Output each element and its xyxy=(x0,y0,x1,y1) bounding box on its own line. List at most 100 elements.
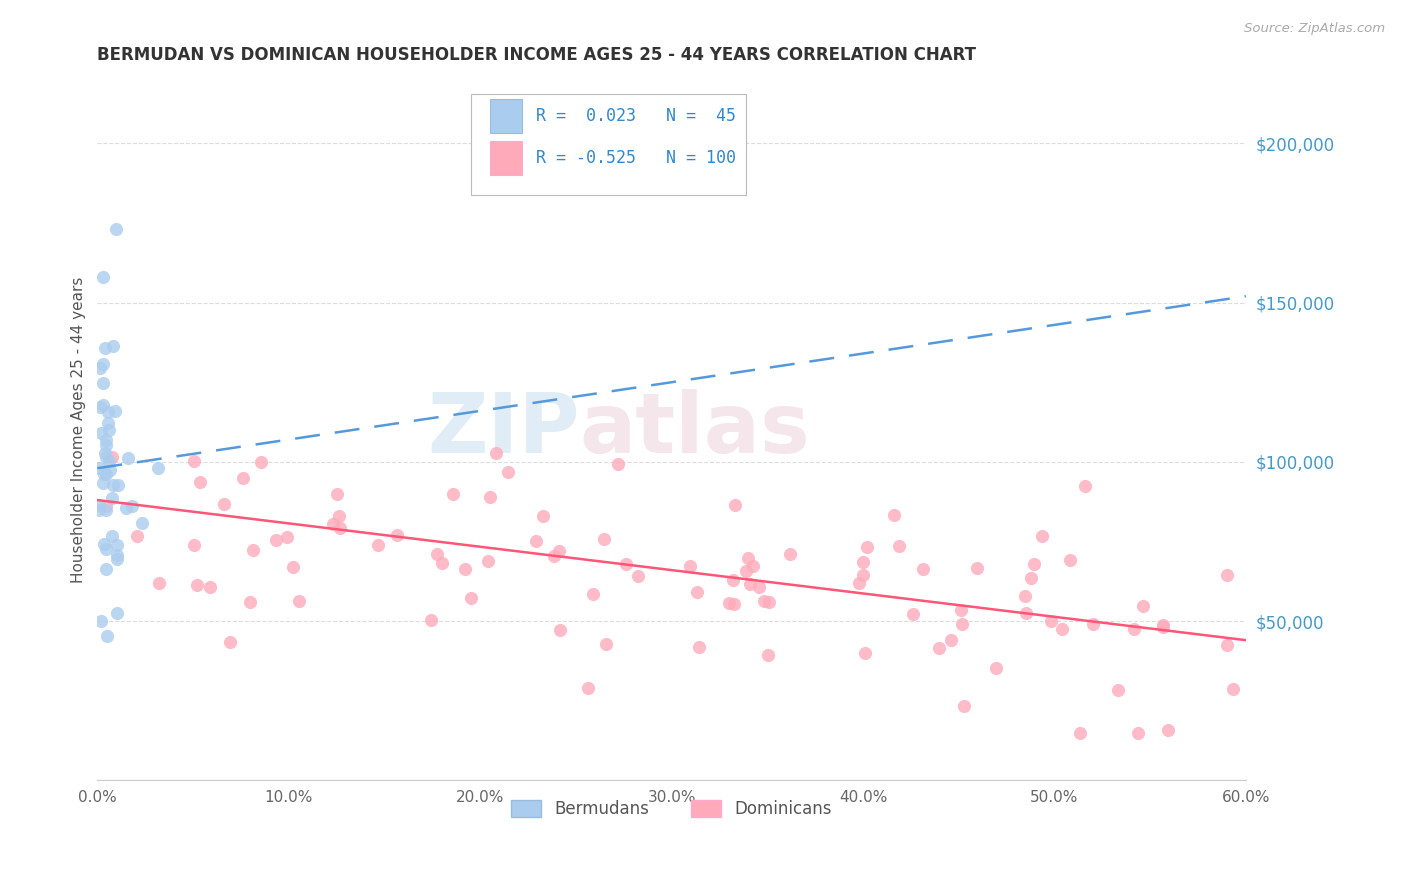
Point xyxy=(94,438,117,452)
Point xyxy=(91,376,114,390)
Point xyxy=(93,467,115,481)
Point xyxy=(322,517,344,532)
Point xyxy=(737,550,759,565)
Point xyxy=(101,491,124,506)
Point xyxy=(953,698,976,713)
Point xyxy=(734,564,756,578)
Point xyxy=(94,341,117,355)
Point xyxy=(131,516,153,531)
Point xyxy=(188,475,211,489)
Point xyxy=(183,453,205,467)
Point xyxy=(779,547,801,561)
Point xyxy=(98,454,121,468)
Point xyxy=(93,537,115,551)
Point xyxy=(595,637,617,651)
Point xyxy=(232,471,254,485)
Point xyxy=(96,433,118,447)
Point xyxy=(984,661,1007,675)
Point xyxy=(326,487,349,501)
Point xyxy=(104,404,127,418)
Point xyxy=(90,614,112,628)
Point xyxy=(686,584,709,599)
Point xyxy=(688,640,710,654)
Point xyxy=(1019,571,1042,585)
Point xyxy=(115,500,138,515)
Point xyxy=(454,562,477,576)
Point xyxy=(479,490,502,504)
Point xyxy=(419,614,441,628)
Point xyxy=(723,597,745,611)
Point xyxy=(742,558,765,573)
Point xyxy=(1157,723,1180,737)
Point xyxy=(1222,682,1244,697)
Point xyxy=(94,562,117,576)
Point xyxy=(242,543,264,558)
Point xyxy=(426,547,449,561)
Bar xyxy=(491,141,522,175)
Point xyxy=(183,538,205,552)
Point xyxy=(105,606,128,620)
Point xyxy=(1152,618,1174,632)
Point xyxy=(1039,614,1062,628)
Point xyxy=(117,450,139,465)
Point xyxy=(928,640,950,655)
Point xyxy=(901,607,924,622)
Point xyxy=(212,497,235,511)
Point xyxy=(97,423,120,437)
Point xyxy=(276,530,298,544)
Point xyxy=(723,573,745,587)
Text: atlas: atlas xyxy=(579,390,810,470)
Point xyxy=(607,457,630,471)
Point xyxy=(950,603,973,617)
Point xyxy=(101,339,124,353)
Point xyxy=(1107,682,1129,697)
Point xyxy=(1074,479,1097,493)
Point xyxy=(883,508,905,522)
Point xyxy=(94,467,117,482)
Point xyxy=(387,528,409,542)
Point xyxy=(146,460,169,475)
Point xyxy=(856,540,879,554)
Point xyxy=(496,465,519,479)
Point xyxy=(264,533,287,547)
Point xyxy=(524,534,547,549)
Point xyxy=(531,508,554,523)
Point xyxy=(98,463,121,477)
Point xyxy=(1050,622,1073,636)
Point xyxy=(107,477,129,491)
Point xyxy=(966,561,988,575)
Point xyxy=(718,596,741,610)
Point xyxy=(1132,599,1154,613)
Text: R =  0.023   N =  45: R = 0.023 N = 45 xyxy=(536,107,737,125)
Point xyxy=(627,568,650,582)
Point xyxy=(853,646,876,660)
Point xyxy=(432,557,454,571)
Point xyxy=(1031,529,1053,543)
Point xyxy=(89,360,111,375)
Point xyxy=(198,580,221,594)
Point xyxy=(105,538,128,552)
Y-axis label: Householder Income Ages 25 - 44 years: Householder Income Ages 25 - 44 years xyxy=(72,277,86,583)
Point xyxy=(548,624,571,638)
Bar xyxy=(491,100,522,133)
Point xyxy=(754,593,776,607)
Point xyxy=(91,475,114,490)
Point xyxy=(1216,638,1239,652)
Point xyxy=(950,617,973,632)
Point xyxy=(287,594,309,608)
Point xyxy=(101,478,124,492)
Point xyxy=(91,398,114,412)
Point xyxy=(94,450,117,464)
Point xyxy=(91,358,114,372)
Point xyxy=(89,400,111,414)
Point xyxy=(91,270,114,285)
Point xyxy=(125,529,148,543)
Point xyxy=(738,577,761,591)
Point xyxy=(1122,623,1144,637)
Point xyxy=(89,460,111,475)
Point xyxy=(887,539,910,553)
Point xyxy=(97,405,120,419)
Point xyxy=(89,503,111,517)
Point xyxy=(94,446,117,460)
Point xyxy=(250,455,273,469)
